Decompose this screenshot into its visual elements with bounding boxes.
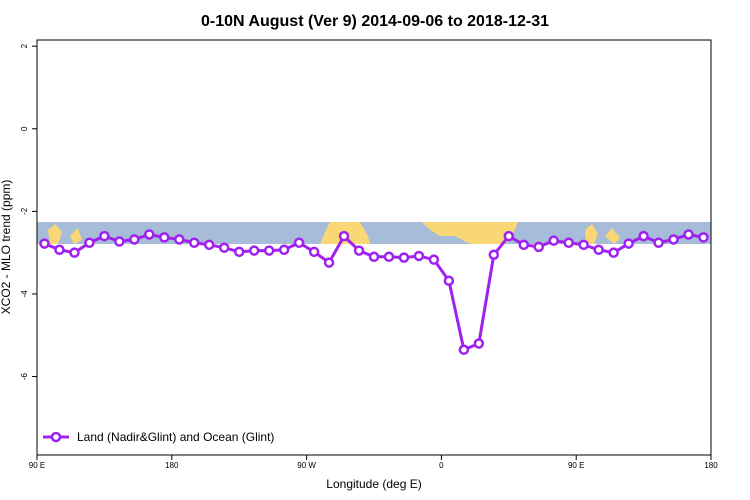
data-point [39,238,50,249]
x-tick-label: 180 [165,461,179,470]
data-point [563,237,574,249]
data-point [473,338,485,349]
data-point [308,246,320,258]
data-point [144,229,155,240]
y-tick-label: 0 [20,126,29,131]
data-point [593,244,604,256]
data-point [503,230,515,242]
land [70,228,82,244]
land [422,222,518,244]
data-point [69,247,80,258]
y-tick-label: -6 [20,372,29,380]
data-point [668,234,679,245]
data-point [174,234,185,245]
x-tick-label: 90 W [297,461,316,470]
data-point [443,275,455,286]
x-tick-label: 90 E [568,461,584,470]
data-point [683,229,694,240]
data-point [533,241,545,253]
data-point [99,230,110,242]
data-point [203,239,215,251]
data-point [398,252,410,263]
data-point [54,244,65,256]
ocean-band [37,222,711,244]
data-point [518,239,530,251]
data-point [653,237,664,249]
data-point [623,238,634,249]
y-tick-label: -2 [20,207,29,215]
data-point [293,237,305,249]
plot-frame [36,39,712,456]
data-point [323,257,335,268]
land [585,224,598,244]
data-point [278,244,290,256]
data-point [338,230,350,242]
data-point [248,245,260,256]
data-point [189,237,200,249]
data-point [428,254,440,265]
data-point [488,249,500,260]
data-point [218,242,230,253]
data-point [353,245,365,256]
legend-marker [50,431,62,443]
data-point [129,234,140,245]
chart-title: 0-10N August (Ver 9) 2014-09-06 to 2018-… [201,13,549,30]
data-point [458,344,470,355]
data-point [578,239,589,251]
data-point [368,251,380,263]
y-tick-label: -4 [20,290,29,298]
data-point [638,230,649,242]
data-point [263,245,275,256]
x-tick-label: 0 [439,461,444,470]
data-point [84,237,95,249]
data-point [608,247,619,258]
land [48,224,62,244]
data-point [548,235,559,246]
map-band [37,222,711,244]
land [605,228,620,244]
x-tick-label: 90 E [29,461,45,470]
data-point [413,250,425,262]
y-axis-label: XCO2 - MLO trend (ppm) [0,180,13,315]
data-point [233,246,245,258]
x-tick-label: 180 [704,461,718,470]
x-axis-label: Longitude (deg E) [326,477,421,491]
data-point [159,232,170,243]
data-point [698,232,709,243]
y-tick-label: 2 [20,43,29,48]
legend-label: Land (Nadir&Glint) and Ocean (Glint) [77,430,274,444]
data-point [114,236,125,247]
data-point [383,251,395,263]
